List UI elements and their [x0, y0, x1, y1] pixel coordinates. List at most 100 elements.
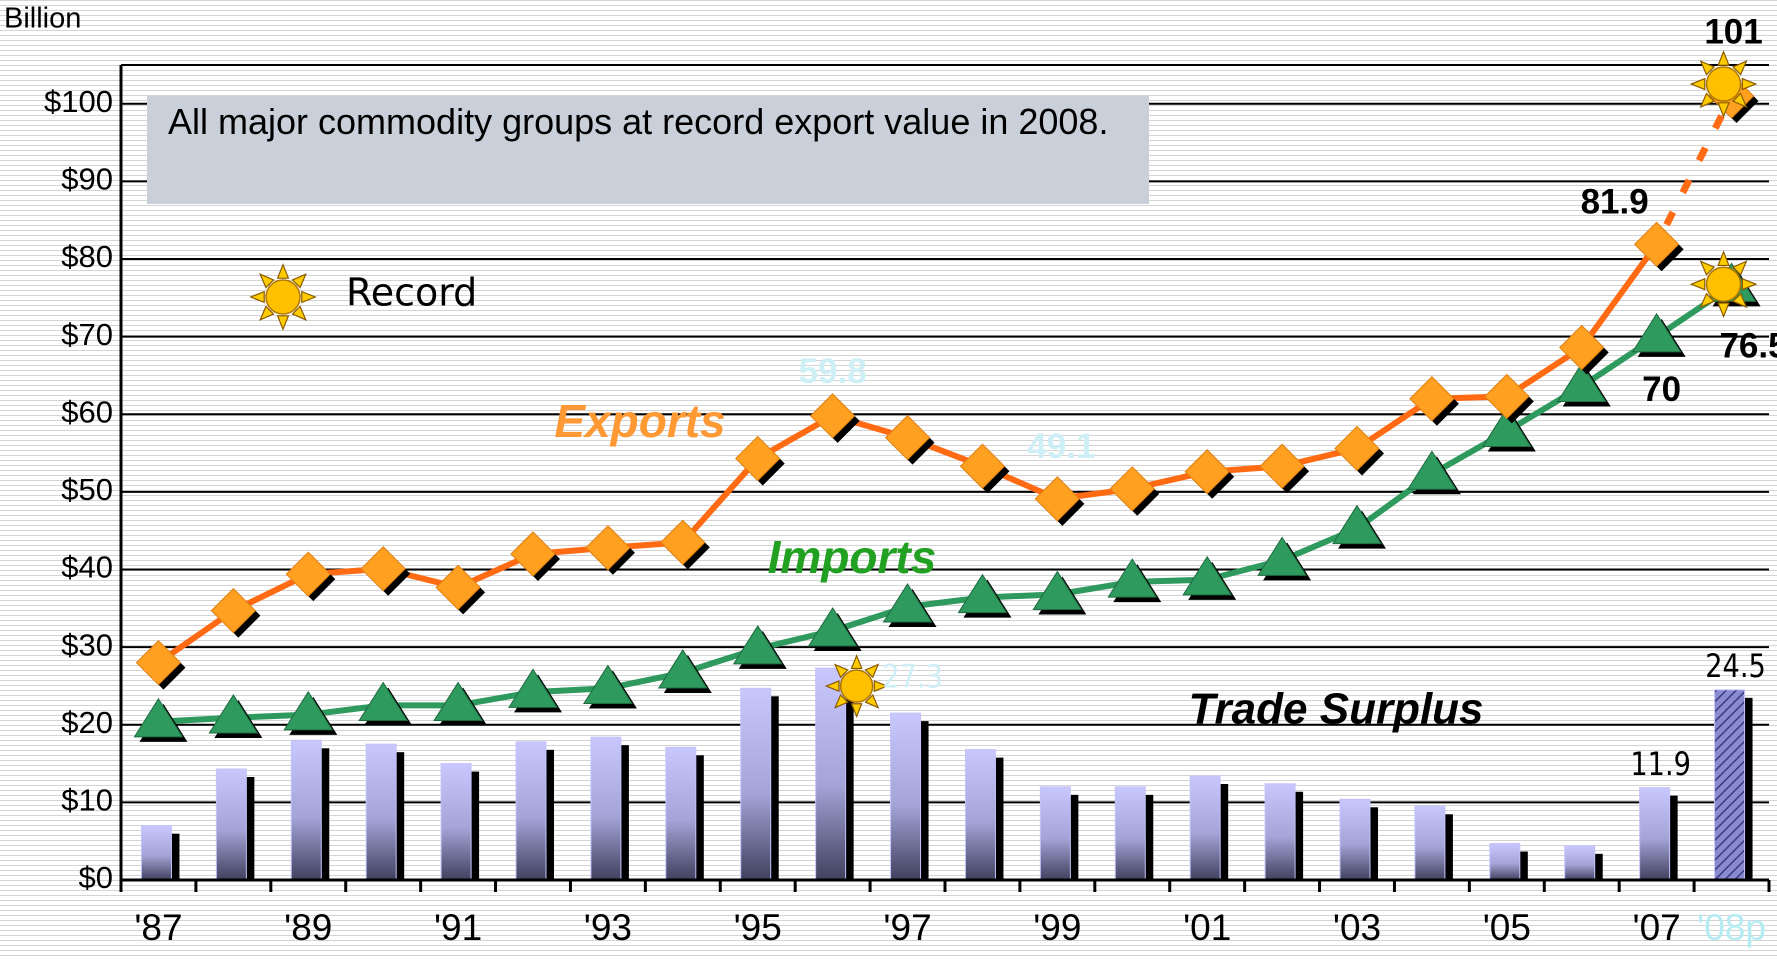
- lines: [133, 50, 1761, 742]
- record-ray: [1689, 77, 1706, 91]
- marker: [959, 443, 1006, 489]
- marker: [1259, 443, 1305, 489]
- bar: [1489, 843, 1521, 881]
- record-ray: [276, 263, 290, 279]
- record-ray: [1699, 92, 1716, 109]
- bar: [440, 763, 472, 881]
- record-ray: [833, 663, 849, 679]
- y-tick-label: $0: [79, 860, 113, 895]
- data-label: 49.1: [1027, 427, 1095, 466]
- marker: [1032, 570, 1083, 611]
- series-label: Imports: [768, 531, 937, 583]
- x-tick-label: '08p: [1697, 907, 1766, 948]
- marker: [133, 697, 184, 738]
- record-sun: [265, 279, 301, 315]
- record-ray: [850, 703, 863, 719]
- series-line-projected: [1653, 94, 1735, 246]
- marker: [1409, 376, 1455, 422]
- bar: [1039, 786, 1071, 881]
- record-ray: [301, 290, 317, 304]
- bar: [590, 736, 622, 881]
- x-tick-label: '05: [1483, 907, 1531, 948]
- x-tick-label: '91: [434, 907, 482, 948]
- record-ray: [1731, 60, 1748, 76]
- record-sun: [1705, 66, 1742, 102]
- bar: [740, 687, 772, 881]
- record-ray: [824, 680, 840, 693]
- marker: [1481, 407, 1532, 448]
- record-ray: [259, 305, 275, 321]
- data-label: 11.9: [1630, 746, 1691, 784]
- y-tick-label: $90: [61, 162, 113, 197]
- bar: [1189, 775, 1221, 881]
- record-ray: [1717, 102, 1730, 118]
- bar: [890, 712, 922, 881]
- y-tick-label: $50: [61, 472, 113, 507]
- annotation-text: All major commodity groups at record exp…: [168, 101, 1109, 142]
- marker: [1407, 450, 1457, 490]
- x-tick-label: '97: [883, 907, 931, 948]
- series-line: [158, 283, 1734, 725]
- axis-label: Billion: [4, 3, 81, 35]
- record-ray: [1717, 250, 1730, 267]
- bar: [515, 741, 547, 881]
- marker: [435, 564, 481, 611]
- marker: [208, 694, 259, 734]
- record-ray: [1689, 277, 1706, 291]
- record-icon: [1689, 50, 1758, 118]
- marker: [1034, 476, 1081, 522]
- record-ray: [1717, 302, 1730, 319]
- record-ray: [1699, 292, 1716, 309]
- y-tick-label: $40: [61, 550, 113, 585]
- x-tick-label: '93: [584, 907, 632, 948]
- y-tick-label: $100: [44, 84, 113, 119]
- legend-label: Record: [346, 271, 477, 315]
- bar: [964, 749, 996, 881]
- record-ray: [1699, 60, 1716, 76]
- x-tick-label: '01: [1183, 907, 1231, 948]
- record-sun: [839, 669, 874, 703]
- y-tick-label: $10: [61, 783, 113, 818]
- marker: [1332, 504, 1382, 545]
- record-ray: [276, 315, 290, 331]
- bar: [1339, 798, 1371, 881]
- data-label: 101: [1704, 12, 1762, 51]
- marker: [1182, 555, 1233, 596]
- y-tick-label: $30: [61, 627, 113, 662]
- bar: [1714, 689, 1746, 881]
- data-label: 76.5: [1719, 326, 1777, 365]
- data-label: 59.8: [799, 352, 867, 391]
- record-ray: [1731, 260, 1748, 276]
- x-tick-label: '89: [284, 907, 332, 948]
- marker: [510, 531, 556, 577]
- x-tick-label: '03: [1333, 907, 1381, 948]
- marker: [957, 573, 1008, 614]
- record-icon: [249, 263, 317, 331]
- record-ray: [864, 663, 880, 679]
- bar: [140, 825, 172, 881]
- record-ray: [1741, 277, 1758, 291]
- data-label: 81.9: [1581, 183, 1649, 222]
- y-tick-label: $20: [61, 705, 113, 740]
- marker: [1257, 536, 1307, 576]
- record-icon: [1689, 250, 1758, 319]
- series-label: Exports: [554, 395, 725, 447]
- marker: [433, 681, 483, 722]
- record-ray: [1731, 292, 1748, 309]
- y-tick-label: $60: [61, 394, 113, 429]
- data-label: 24.5: [1705, 648, 1766, 686]
- bar: [215, 768, 247, 881]
- marker: [807, 607, 858, 647]
- x-tick-label: '87: [134, 907, 182, 948]
- marker: [585, 525, 631, 571]
- marker: [1107, 558, 1158, 598]
- x-tick-label: '07: [1633, 907, 1681, 948]
- marker: [1556, 362, 1607, 403]
- marker: [1184, 449, 1230, 495]
- bar: [1114, 786, 1146, 881]
- marker: [135, 639, 182, 686]
- bar: [290, 739, 322, 881]
- marker: [210, 587, 257, 634]
